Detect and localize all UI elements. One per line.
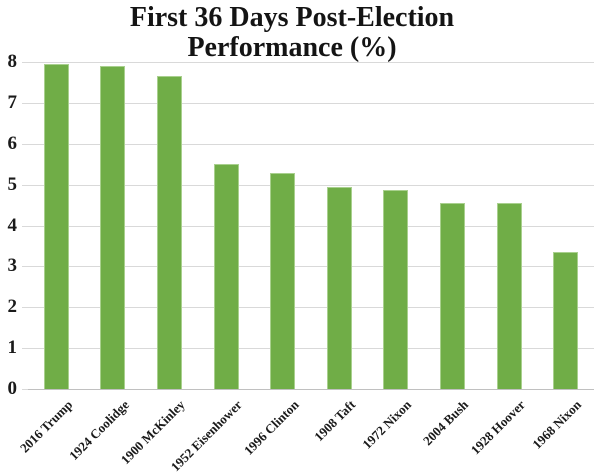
bar	[326, 187, 352, 389]
y-axis-label: 6	[7, 132, 18, 154]
y-axis-label: 7	[7, 91, 18, 113]
bar	[496, 203, 522, 389]
y-tick-mark	[22, 62, 28, 63]
y-tick-mark	[22, 102, 28, 104]
x-axis-label: 1908 Taft	[310, 397, 358, 445]
chart-title-line2: Performance (%)	[187, 32, 397, 63]
y-tick-mark	[22, 184, 28, 186]
y-tick-mark	[22, 143, 28, 145]
y-tick-mark	[22, 348, 28, 350]
bar	[213, 164, 239, 389]
y-tick-mark	[22, 389, 28, 390]
bar	[383, 189, 409, 389]
y-gridline	[28, 225, 594, 227]
bar	[157, 76, 182, 389]
bar	[270, 173, 296, 389]
y-gridline	[28, 102, 594, 104]
y-gridline	[28, 307, 594, 309]
y-axis-label: 3	[7, 255, 18, 277]
bar	[43, 64, 69, 389]
y-axis-label: 5	[7, 173, 18, 195]
x-axis-line	[28, 389, 594, 390]
y-gridline	[28, 348, 594, 350]
y-axis-label: 4	[7, 214, 18, 236]
bar	[440, 202, 465, 389]
x-axis-label: 1996 Clinton	[240, 397, 302, 458]
y-gridline	[28, 266, 594, 268]
y-axis-label: 1	[7, 337, 18, 359]
x-axis-label: 1928 Hoover	[467, 397, 528, 458]
x-axis-label: 2016 Trump	[16, 397, 75, 456]
y-axis-label: 0	[7, 378, 18, 399]
y-gridline	[28, 143, 594, 145]
y-tick-mark	[22, 266, 28, 268]
y-tick-mark	[22, 225, 28, 227]
y-gridline	[28, 184, 594, 186]
y-gridline	[28, 62, 594, 63]
chart-title: First 36 Days Post-Election Performance …	[0, 3, 584, 63]
chart-title-line1: First 36 Days Post-Election	[129, 2, 455, 33]
x-axis-label: 1968 Nixon	[529, 397, 585, 452]
y-axis-label: 2	[7, 296, 18, 318]
y-tick-mark	[22, 307, 28, 309]
bar	[100, 66, 126, 389]
x-axis-label: 1972 Nixon	[359, 397, 415, 452]
bar	[553, 252, 579, 389]
y-axis-label: 8	[7, 51, 18, 72]
x-axis-label: 2004 Bush	[419, 397, 472, 449]
